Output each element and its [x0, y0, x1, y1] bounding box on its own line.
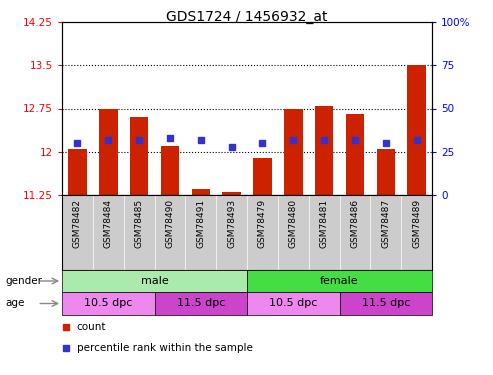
- Text: percentile rank within the sample: percentile rank within the sample: [77, 343, 253, 352]
- Text: GSM78489: GSM78489: [412, 199, 421, 248]
- Text: 11.5 dpc: 11.5 dpc: [176, 298, 225, 309]
- Text: GSM78479: GSM78479: [258, 199, 267, 248]
- Text: GSM78480: GSM78480: [289, 199, 298, 248]
- Text: age: age: [5, 298, 24, 309]
- Text: GSM78487: GSM78487: [381, 199, 390, 248]
- Text: GSM78484: GSM78484: [104, 199, 113, 248]
- Bar: [315, 106, 333, 195]
- Bar: [407, 65, 426, 195]
- Bar: [130, 117, 148, 195]
- Bar: [247, 292, 340, 315]
- Text: GSM78481: GSM78481: [319, 199, 328, 248]
- Text: 11.5 dpc: 11.5 dpc: [361, 298, 410, 309]
- Bar: [62, 292, 154, 315]
- Text: female: female: [320, 276, 359, 286]
- Bar: [253, 158, 272, 195]
- Text: male: male: [141, 276, 169, 286]
- Text: GDS1724 / 1456932_at: GDS1724 / 1456932_at: [166, 10, 327, 24]
- Bar: [340, 292, 432, 315]
- Text: 10.5 dpc: 10.5 dpc: [84, 298, 133, 309]
- Bar: [191, 189, 210, 195]
- Bar: [222, 192, 241, 195]
- Text: 10.5 dpc: 10.5 dpc: [269, 298, 317, 309]
- Bar: [377, 149, 395, 195]
- Bar: [154, 292, 247, 315]
- Bar: [99, 108, 117, 195]
- Text: gender: gender: [5, 276, 42, 286]
- Text: GSM78493: GSM78493: [227, 199, 236, 248]
- Text: GSM78482: GSM78482: [73, 199, 82, 248]
- Bar: [68, 149, 87, 195]
- Text: GSM78490: GSM78490: [166, 199, 175, 248]
- Bar: [161, 146, 179, 195]
- Text: GSM78491: GSM78491: [196, 199, 205, 248]
- Bar: [346, 114, 364, 195]
- Text: count: count: [77, 322, 106, 332]
- Bar: [284, 108, 303, 195]
- Text: GSM78486: GSM78486: [351, 199, 359, 248]
- Text: GSM78485: GSM78485: [135, 199, 143, 248]
- Bar: [247, 270, 432, 292]
- Bar: [62, 270, 247, 292]
